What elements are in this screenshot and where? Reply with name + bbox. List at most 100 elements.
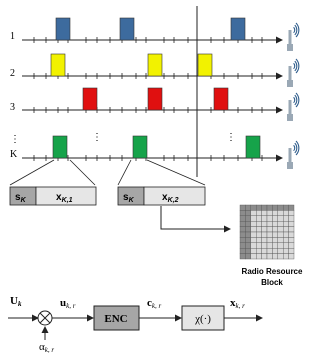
resource-element bbox=[256, 204, 262, 211]
time-slot-block bbox=[82, 87, 98, 111]
packet-1: sK xK,1 bbox=[9, 186, 97, 206]
antenna-base-icon bbox=[287, 162, 293, 169]
resource-element bbox=[239, 210, 246, 216]
resource-element bbox=[277, 210, 284, 216]
resource-element bbox=[272, 253, 278, 260]
time-slot-block bbox=[213, 87, 229, 111]
zoom-line bbox=[69, 159, 96, 186]
time-slot-block bbox=[132, 135, 148, 159]
resource-element bbox=[245, 231, 251, 238]
vertical-dots: ⋮ bbox=[10, 134, 20, 145]
resource-element bbox=[261, 226, 268, 233]
resource-element bbox=[288, 215, 295, 222]
mapping-box bbox=[181, 305, 225, 331]
row-label-3: 3 bbox=[10, 102, 15, 113]
resource-element bbox=[288, 210, 295, 216]
time-slot-block bbox=[50, 53, 66, 77]
radio-wave-icon bbox=[293, 144, 296, 152]
resource-element bbox=[272, 210, 278, 216]
resource-element bbox=[288, 226, 295, 233]
radio-wave-icon bbox=[294, 94, 298, 106]
resource-element bbox=[256, 215, 262, 222]
time-slot-block bbox=[197, 53, 213, 77]
svg-text:xK,1: xK,1 bbox=[56, 192, 73, 204]
resource-element bbox=[288, 242, 295, 249]
resource-element bbox=[266, 237, 273, 243]
resource-element bbox=[288, 253, 295, 260]
resource-element bbox=[266, 253, 273, 260]
resource-element bbox=[256, 237, 262, 243]
radio-wave-icon bbox=[295, 92, 300, 108]
radio-wave-icon bbox=[293, 26, 296, 34]
resource-element bbox=[250, 231, 257, 238]
resource-element bbox=[245, 226, 251, 233]
resource-element bbox=[272, 231, 278, 238]
rrb-label-line2: Block bbox=[261, 278, 283, 287]
resource-element bbox=[277, 231, 284, 238]
row-dots-left: ⋮ bbox=[92, 132, 102, 143]
packet-s-symbol: s bbox=[123, 192, 129, 203]
resource-element bbox=[288, 237, 295, 243]
resource-element bbox=[272, 247, 278, 254]
resource-element bbox=[250, 210, 257, 216]
resource-element bbox=[245, 242, 251, 249]
resource-element bbox=[277, 253, 284, 260]
resource-element bbox=[277, 215, 284, 222]
resource-element bbox=[266, 204, 273, 211]
resource-element bbox=[283, 247, 289, 254]
resource-element bbox=[266, 210, 273, 216]
radio-wave-icon bbox=[295, 22, 300, 38]
timelines bbox=[22, 17, 300, 169]
resource-element bbox=[261, 220, 268, 227]
resource-element bbox=[245, 237, 251, 243]
row-label-2: 2 bbox=[10, 68, 15, 79]
resource-element bbox=[266, 242, 273, 249]
resource-element bbox=[250, 242, 257, 249]
resource-element bbox=[288, 231, 295, 238]
time-slot-block bbox=[245, 135, 261, 159]
svg-text:sK: sK bbox=[123, 192, 135, 204]
x-symbol: x bbox=[230, 297, 236, 309]
encoder-label: ENC bbox=[104, 313, 127, 325]
resource-element bbox=[266, 247, 273, 254]
resource-element bbox=[288, 220, 295, 227]
resource-element bbox=[283, 253, 289, 260]
packet-x-sub: K,1 bbox=[62, 197, 73, 204]
mapping-label: χ(·) bbox=[194, 313, 211, 325]
resource-element bbox=[283, 242, 289, 249]
u-symbol: u bbox=[60, 297, 66, 309]
time-slot-block bbox=[147, 87, 163, 111]
resource-element bbox=[266, 226, 273, 233]
resource-element bbox=[272, 215, 278, 222]
resource-element bbox=[250, 237, 257, 243]
resource-element bbox=[245, 247, 251, 254]
antenna-base-icon bbox=[287, 80, 293, 87]
radio-wave-icon bbox=[295, 140, 300, 156]
resource-element bbox=[256, 242, 262, 249]
time-slot-block bbox=[119, 17, 135, 41]
resource-element bbox=[239, 253, 246, 260]
resource-element bbox=[283, 226, 289, 233]
resource-element bbox=[256, 247, 262, 254]
resource-element bbox=[266, 220, 273, 227]
svg-text:xK,2: xK,2 bbox=[162, 192, 179, 204]
resource-element bbox=[245, 215, 251, 222]
time-slot-block bbox=[55, 17, 71, 41]
resource-element bbox=[266, 231, 273, 238]
time-slot-block bbox=[52, 135, 68, 159]
zoom-line bbox=[117, 159, 132, 186]
packet-s-sub: K bbox=[129, 197, 135, 204]
resource-element bbox=[261, 247, 268, 254]
row-label-1: 1 bbox=[10, 31, 15, 42]
resource-element bbox=[283, 231, 289, 238]
resource-element bbox=[250, 226, 257, 233]
alpha-symbol: α bbox=[39, 341, 45, 353]
zoom-line bbox=[146, 159, 206, 186]
rrb-connector bbox=[160, 206, 231, 233]
c-symbol: c bbox=[147, 297, 152, 309]
resource-element bbox=[261, 253, 268, 260]
resource-element bbox=[283, 210, 289, 216]
alpha-sub: k, r bbox=[45, 346, 55, 354]
resource-element bbox=[245, 253, 251, 260]
